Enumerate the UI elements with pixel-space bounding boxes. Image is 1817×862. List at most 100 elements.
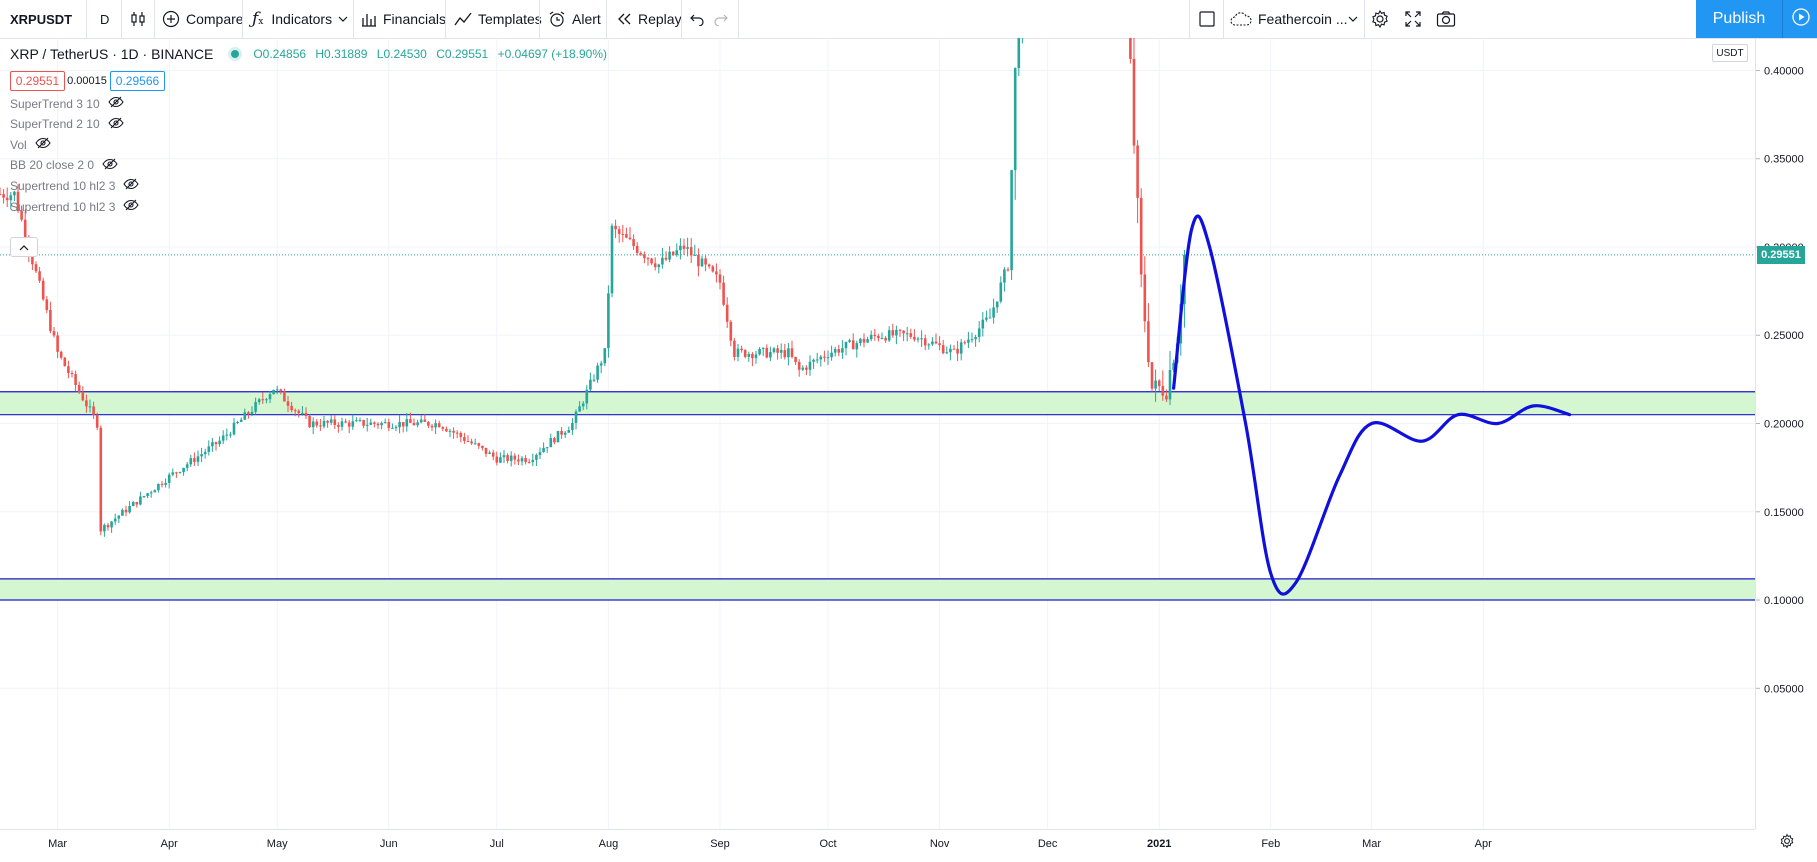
fullscreen-button[interactable] bbox=[1404, 0, 1422, 38]
fullscreen-icon bbox=[1404, 10, 1422, 28]
hidden-eye-icon[interactable] bbox=[102, 158, 118, 173]
price-axis[interactable]: 0.750000.700000.650000.600000.550000.500… bbox=[1755, 38, 1817, 829]
projection-drawing[interactable] bbox=[1172, 214, 1572, 596]
candle-body bbox=[333, 419, 337, 425]
start-stream-button[interactable] bbox=[1782, 0, 1817, 38]
candle-body bbox=[567, 430, 571, 433]
candle-body bbox=[88, 406, 92, 408]
candle-body bbox=[5, 197, 9, 201]
candle-body bbox=[448, 430, 452, 432]
candle-body bbox=[182, 467, 185, 473]
replay-button[interactable]: Replay bbox=[616, 0, 682, 38]
candle-body bbox=[560, 431, 563, 435]
candles bbox=[0, 38, 1186, 537]
candle-body bbox=[16, 191, 20, 212]
candle-body bbox=[103, 524, 106, 532]
currency-label[interactable]: USDT bbox=[1712, 44, 1748, 62]
candle-body bbox=[257, 399, 261, 403]
symbol-search[interactable]: XRPUSDT bbox=[10, 11, 73, 27]
undo-button[interactable] bbox=[689, 0, 705, 38]
time-label: Aug bbox=[599, 838, 619, 850]
market-status-dot[interactable] bbox=[231, 50, 240, 58]
indicators-button[interactable]: ƒx Indicators bbox=[252, 0, 332, 38]
sell-price-button[interactable]: 0.29551 bbox=[10, 71, 65, 91]
hidden-eye-icon[interactable] bbox=[123, 199, 140, 214]
time-axis[interactable]: Mar Apr May Jun Jul Aug Sep Oct Nov Dec 2021 Feb Mar… bbox=[0, 829, 1755, 857]
candle-body bbox=[121, 509, 124, 516]
candle-body bbox=[513, 455, 517, 460]
candle-body bbox=[776, 348, 779, 353]
indicator-label: Supertrend 10 hl2 3 bbox=[10, 178, 116, 193]
select-layout-button[interactable] bbox=[1198, 0, 1216, 38]
publish-button[interactable]: Publish bbox=[1696, 0, 1782, 38]
candle-body bbox=[1161, 386, 1165, 396]
candle-body bbox=[315, 421, 319, 426]
toolbar-divider bbox=[154, 0, 155, 38]
compare-button[interactable]: Compare bbox=[162, 0, 244, 38]
price-chart[interactable] bbox=[0, 38, 1755, 829]
candle-body bbox=[873, 334, 877, 337]
candle-body bbox=[9, 195, 13, 201]
time-label: Sep bbox=[710, 838, 730, 850]
alert-label: Alert bbox=[572, 11, 601, 27]
candle-body bbox=[538, 452, 542, 455]
time-label: 2021 bbox=[1147, 838, 1171, 850]
snapshot-button[interactable] bbox=[1436, 0, 1456, 38]
indicator-legend-item[interactable]: BB 20 close 2 0 bbox=[10, 158, 118, 173]
candle-body bbox=[949, 348, 952, 353]
candle-body bbox=[1010, 170, 1013, 271]
hidden-eye-icon[interactable] bbox=[123, 178, 140, 193]
candle-body bbox=[189, 458, 193, 465]
spread-value: 0.00015 bbox=[67, 75, 107, 87]
candle-body bbox=[279, 389, 283, 392]
toolbar-divider bbox=[242, 0, 243, 38]
candle-body bbox=[956, 348, 959, 354]
candle-body bbox=[884, 337, 887, 341]
indicator-legend-item[interactable]: Vol bbox=[10, 137, 51, 152]
candle-body bbox=[214, 442, 218, 445]
series-title[interactable]: XRP / TetherUS · 1D · BINANCE bbox=[10, 46, 214, 62]
buy-price-button[interactable]: 0.29566 bbox=[110, 71, 165, 91]
indicator-legend-item[interactable]: Supertrend 10 hl2 3 bbox=[10, 199, 140, 214]
interval-button[interactable]: D bbox=[100, 11, 110, 27]
layout-name-button[interactable]: Feathercoin ... bbox=[1230, 0, 1348, 38]
candle-body bbox=[941, 345, 945, 354]
chart-settings-button[interactable] bbox=[1756, 830, 1817, 856]
candle-body bbox=[761, 347, 765, 349]
candle-body bbox=[319, 425, 322, 427]
candle-body bbox=[707, 264, 711, 267]
financials-button[interactable]: Financials bbox=[361, 0, 446, 38]
candle-body bbox=[1006, 269, 1010, 271]
templates-button[interactable]: Templates bbox=[454, 0, 542, 38]
indicator-legend-item[interactable]: SuperTrend 2 10 bbox=[10, 117, 124, 132]
candle-body bbox=[855, 343, 859, 350]
hidden-eye-icon[interactable] bbox=[107, 117, 124, 132]
candle-body bbox=[779, 350, 783, 353]
candle-body bbox=[164, 482, 167, 485]
indicator-legend-item[interactable]: Supertrend 10 hl2 3 bbox=[10, 178, 140, 193]
candle-body bbox=[211, 442, 214, 447]
candle-body bbox=[711, 266, 715, 272]
candle-body bbox=[441, 427, 445, 429]
candle-body bbox=[452, 430, 455, 433]
candle-body bbox=[657, 264, 661, 268]
settings-button[interactable] bbox=[1370, 0, 1390, 38]
candle-body bbox=[308, 415, 311, 428]
indicators-dropdown[interactable] bbox=[338, 0, 348, 38]
candle-body bbox=[931, 341, 934, 345]
candle-body bbox=[571, 422, 574, 431]
collapse-legend-button[interactable] bbox=[10, 237, 38, 257]
layout-dropdown[interactable] bbox=[1348, 0, 1358, 38]
hidden-eye-icon[interactable] bbox=[35, 137, 51, 152]
alert-button[interactable]: Alert bbox=[548, 0, 601, 38]
price-tick-label: 0.35000 bbox=[1764, 154, 1804, 166]
candle-body bbox=[193, 458, 196, 462]
candle-body bbox=[0, 194, 2, 196]
hidden-eye-icon[interactable] bbox=[107, 96, 124, 111]
candle-body bbox=[247, 412, 250, 414]
support-zones[interactable] bbox=[0, 391, 1755, 601]
chart-style-button[interactable] bbox=[129, 0, 147, 38]
indicator-legend-item[interactable]: SuperTrend 3 10 bbox=[10, 96, 124, 111]
candle-body bbox=[1003, 269, 1006, 283]
redo-button[interactable] bbox=[713, 0, 729, 38]
